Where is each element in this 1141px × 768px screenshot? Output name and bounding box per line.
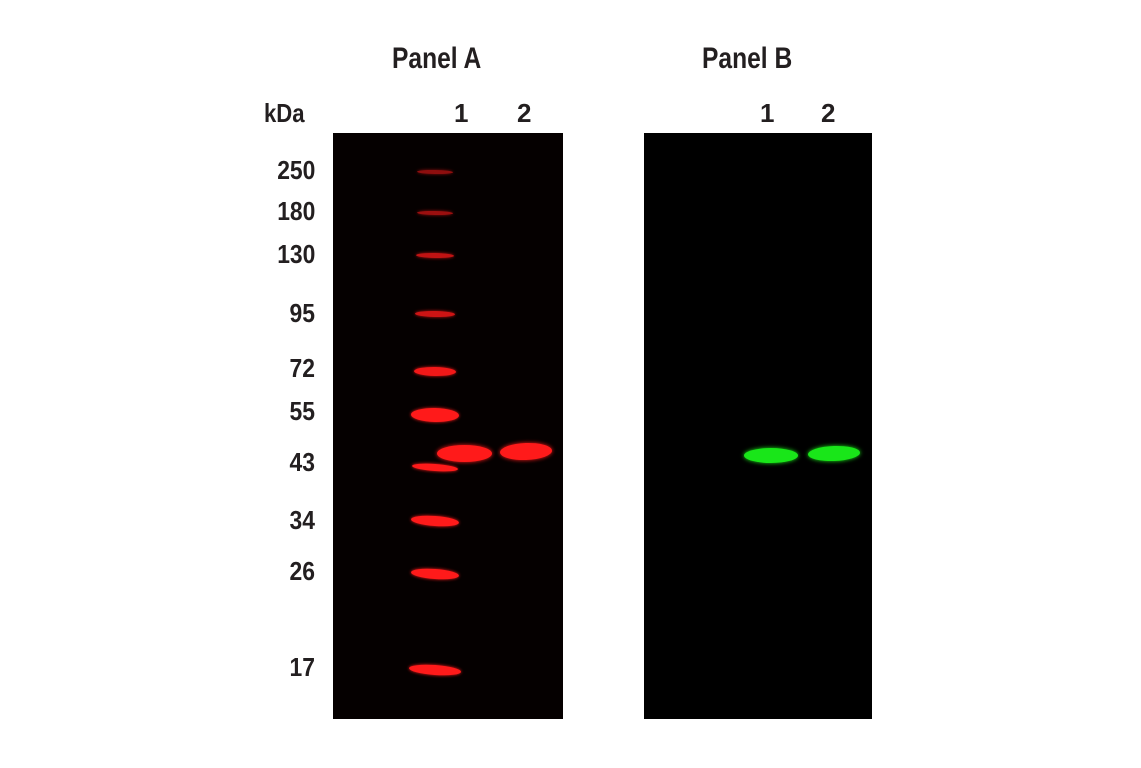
panel-b-lane-1: 1	[760, 98, 775, 128]
panel-a-blot	[333, 133, 563, 719]
ladder-band-17	[408, 663, 462, 677]
ladder-band-55	[410, 407, 460, 423]
mw-marker-55: 55	[289, 396, 315, 426]
mw-marker-17: 17	[289, 652, 315, 682]
ladder-band-250	[416, 169, 454, 175]
panel-b-lane-2: 2	[821, 98, 836, 128]
panel-b-title: Panel B	[702, 42, 793, 75]
ladder-band-72	[413, 366, 457, 376]
mw-marker-95: 95	[289, 298, 315, 328]
mw-marker-250: 250	[276, 155, 315, 185]
ladder-band-130	[415, 252, 455, 258]
mw-marker-34: 34	[289, 505, 315, 535]
mw-unit-label: kDa	[264, 98, 305, 128]
mw-marker-26: 26	[289, 556, 315, 586]
mw-marker-43: 43	[289, 447, 315, 477]
ladder-band-95	[414, 310, 456, 318]
panel-b-lane-1-band	[744, 448, 798, 463]
panel-a-lane-1: 1	[454, 98, 469, 128]
panel-a-lane-2-band	[499, 442, 553, 461]
panel-b-lane-2-band	[807, 445, 861, 462]
mw-marker-180: 180	[276, 196, 315, 226]
ladder-band-180	[416, 210, 454, 216]
panel-a-lane-2: 2	[517, 98, 532, 128]
panel-a-lane-1-band	[437, 445, 492, 462]
mw-marker-130: 130	[276, 239, 315, 269]
panel-a-title: Panel A	[392, 42, 482, 75]
panel-b-blot	[644, 133, 872, 719]
ladder-band-26	[410, 567, 460, 581]
ladder-band-43	[411, 461, 459, 473]
ladder-band-34	[410, 514, 460, 528]
mw-marker-72: 72	[289, 353, 315, 383]
